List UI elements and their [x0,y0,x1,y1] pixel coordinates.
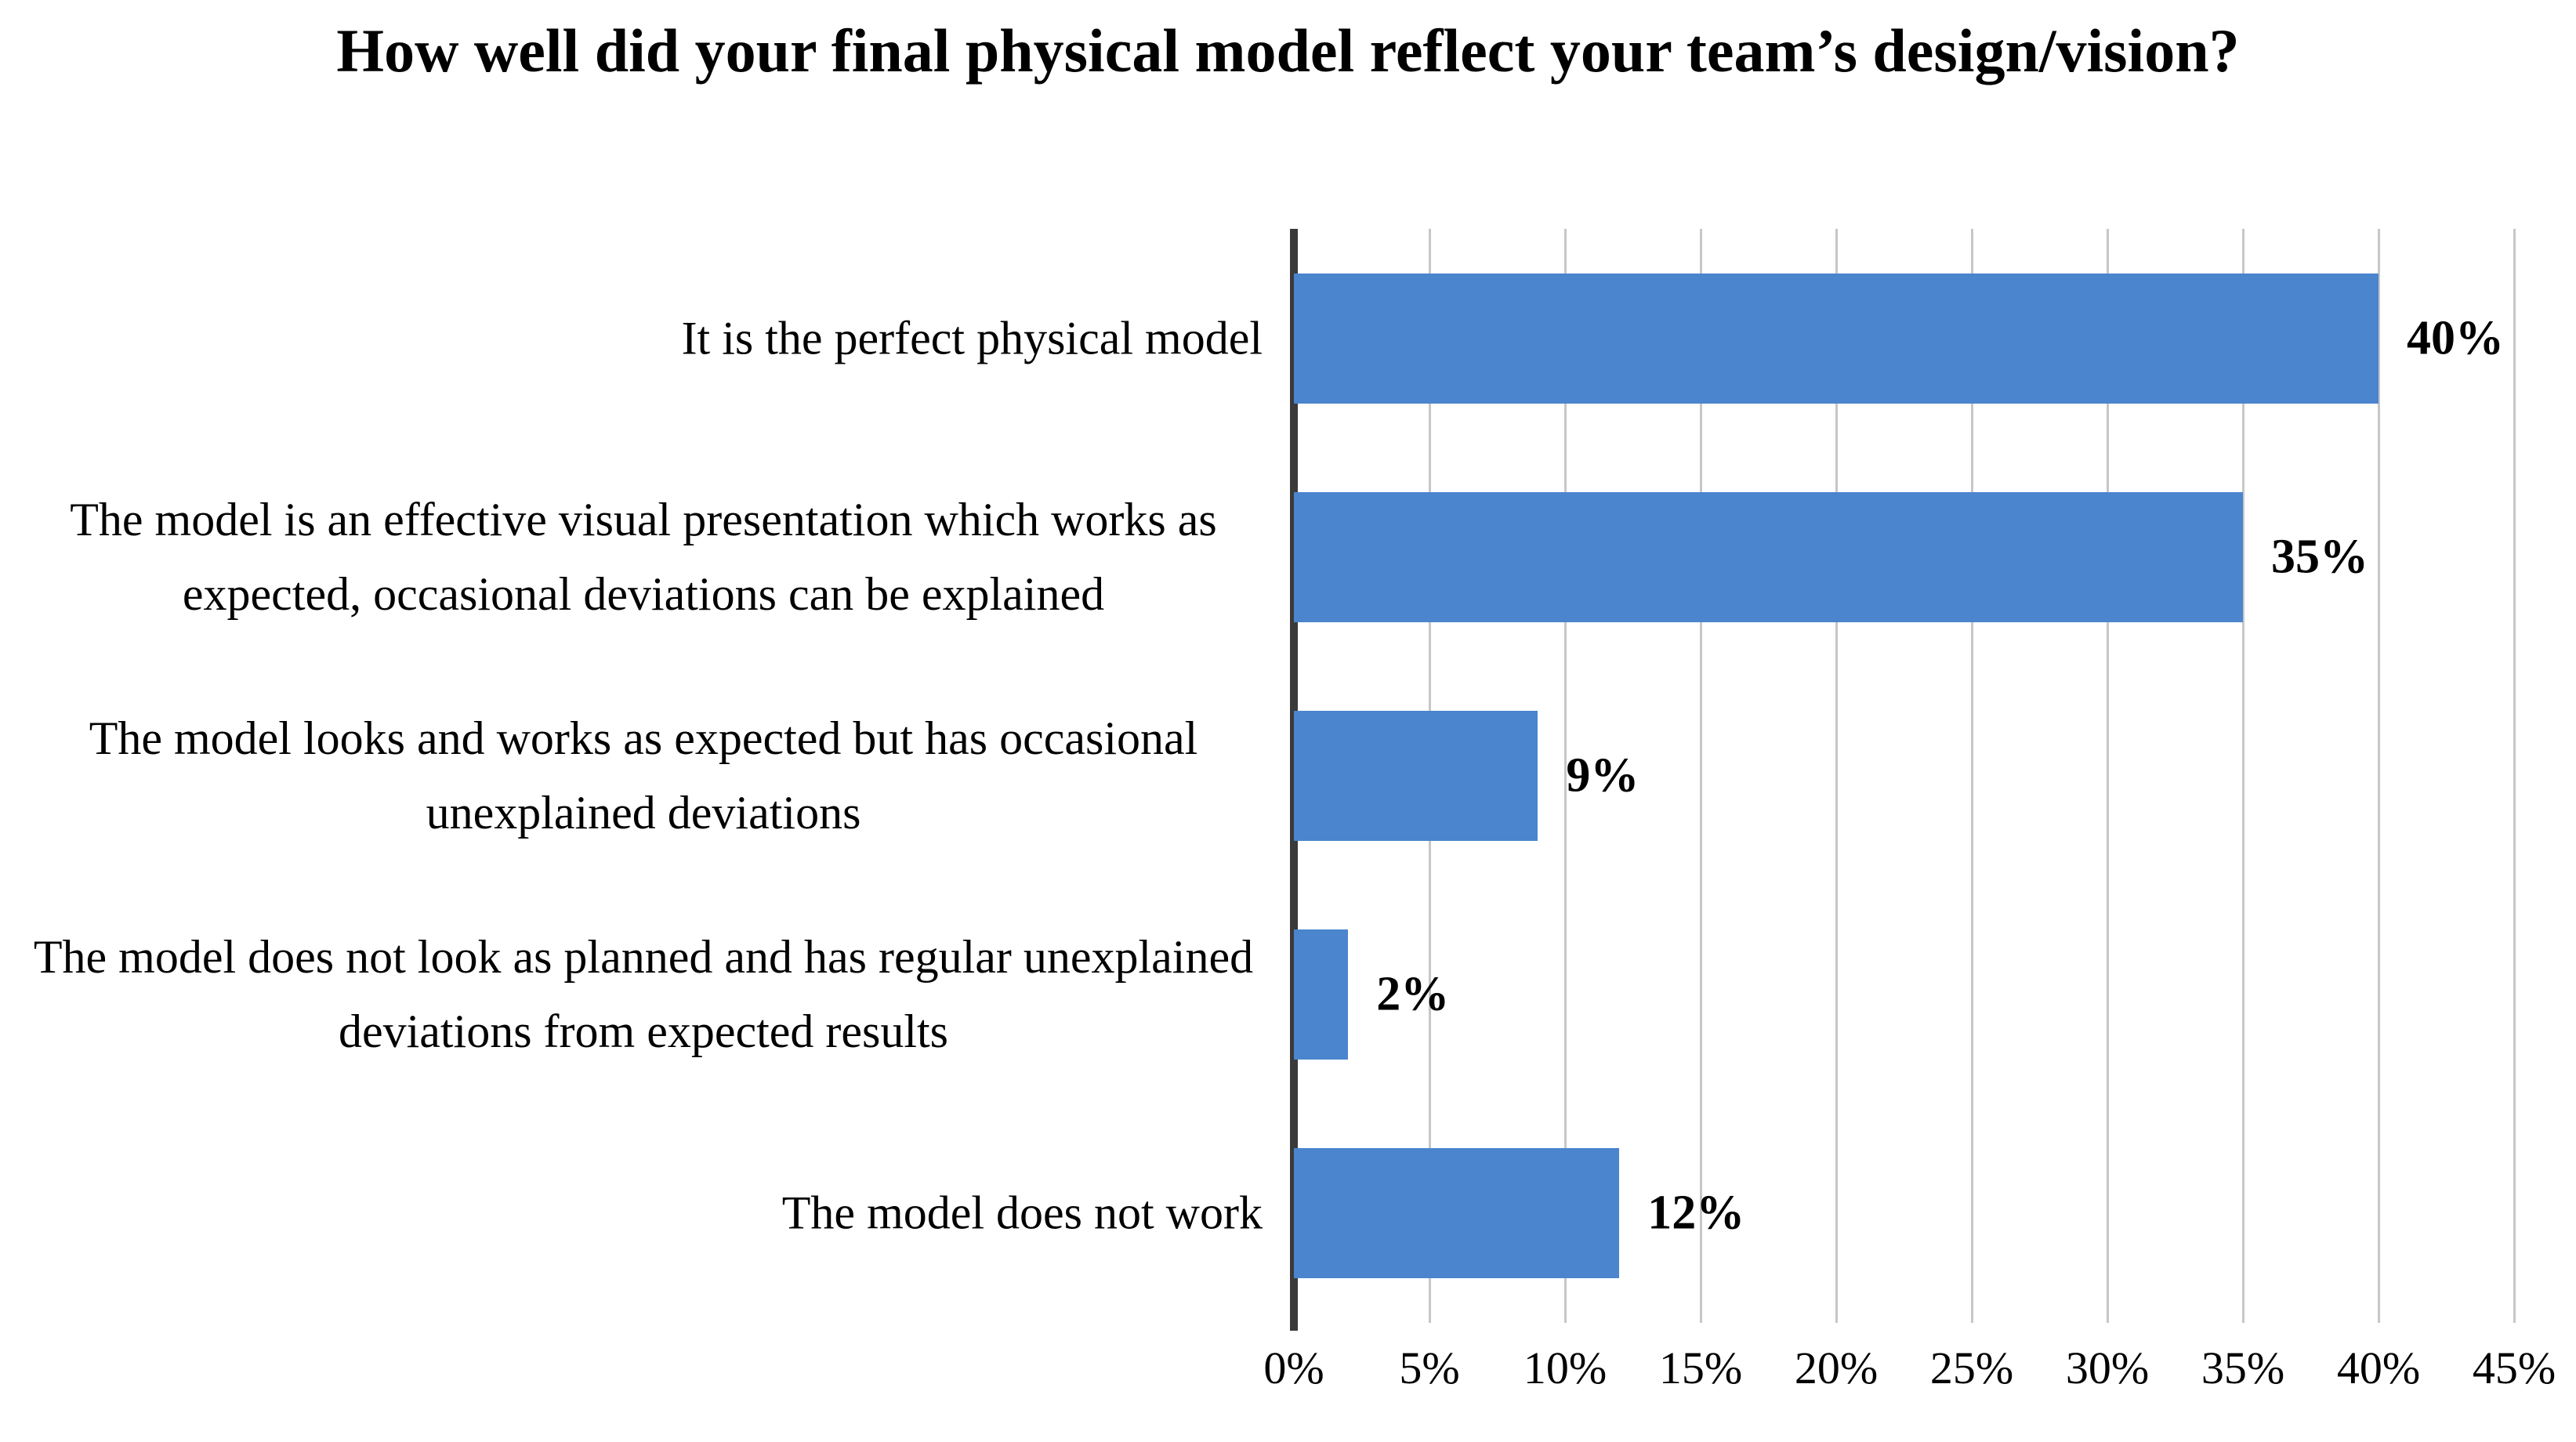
category-label: The model looks and works as expected bu… [89,712,1198,839]
category-label: The model does not look as planned and h… [33,931,1254,1058]
bar [1294,273,2379,404]
x-tick-label: 5% [1399,1342,1460,1393]
x-tick-label: 35% [2201,1342,2285,1393]
value-label: 12% [1647,1186,1745,1240]
bar [1294,711,1538,841]
gridline [1563,229,1567,1323]
bar [1294,491,2243,622]
x-tick-label: 25% [1929,1342,2014,1393]
gridline [1699,229,1702,1323]
bar [1294,929,1349,1060]
gridline [1970,229,1973,1323]
value-label: 2% [1376,967,1450,1021]
gridline [1835,229,1838,1323]
x-tick-label: 0% [1263,1342,1324,1393]
bar [1294,1148,1620,1279]
x-tick-label: 45% [2472,1342,2556,1393]
category-label: The model is an effective visual present… [70,493,1217,620]
value-label: 40% [2407,311,2504,365]
chart-title: How well did your final physical model r… [336,16,2240,85]
gridline [2241,229,2244,1323]
x-tick-label: 30% [2065,1342,2150,1393]
x-tick-label: 20% [1794,1342,1879,1393]
gridline [2377,229,2380,1323]
category-label: It is the perfect physical model [681,312,1263,364]
x-tick-label: 15% [1658,1342,1743,1393]
category-label: The model does not work [781,1187,1263,1239]
x-tick-label: 40% [2336,1342,2421,1393]
value-label: 9% [1566,748,1639,803]
value-label: 35% [2271,530,2368,584]
gridline [2106,229,2109,1323]
x-tick-label: 10% [1523,1342,1607,1393]
gridline [2513,229,2516,1323]
